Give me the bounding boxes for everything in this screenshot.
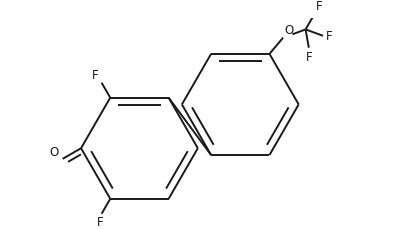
Text: F: F: [92, 69, 99, 82]
Text: F: F: [316, 0, 323, 13]
Text: O: O: [50, 145, 59, 158]
Text: F: F: [305, 51, 312, 64]
Text: F: F: [97, 215, 104, 228]
Text: O: O: [285, 24, 294, 37]
Text: F: F: [326, 30, 332, 43]
